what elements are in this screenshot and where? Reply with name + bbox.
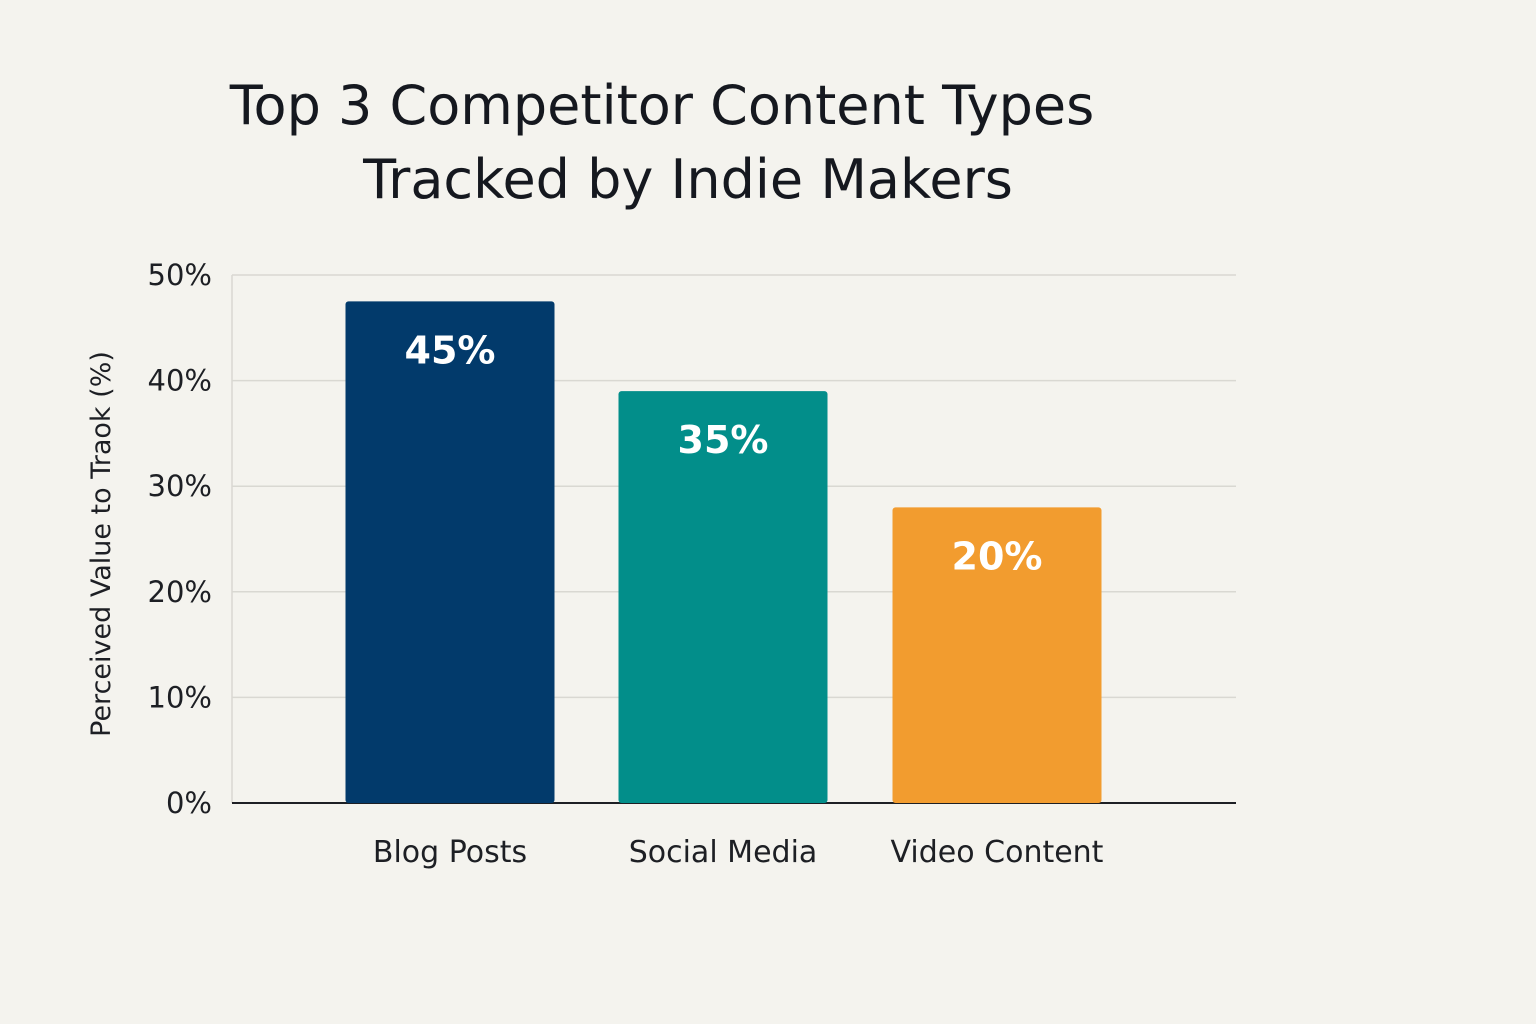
y-tick-label: 0%: [166, 786, 212, 820]
y-tick-labels: 0% 10% 20% 30% 40% 50%: [148, 258, 212, 820]
bars: [345, 301, 1102, 803]
bar-blog-posts: [345, 301, 555, 803]
y-tick-label: 20%: [148, 575, 212, 609]
data-labels: 45% 35% 20%: [405, 328, 1043, 578]
bar-data-label: 45%: [405, 328, 496, 372]
y-axis-title: Perceived Value to Traok (%): [86, 351, 117, 737]
y-tick-label: 10%: [148, 680, 212, 714]
chart-title-line-1: Top 3 Competitor Content Types: [229, 74, 1095, 137]
chart-title-group: Top 3 Competitor Content Types Tracked b…: [229, 74, 1095, 211]
bar-data-label: 35%: [678, 418, 769, 462]
y-tick-label: 50%: [148, 258, 212, 292]
bar-data-label: 20%: [952, 534, 1043, 578]
x-category-label: Blog Posts: [373, 835, 527, 870]
x-category-label: Social Media: [629, 835, 818, 870]
bar-social-media: [618, 391, 828, 803]
y-tick-label: 30%: [148, 469, 212, 503]
x-category-labels: Blog Posts Social Media Video Content: [373, 835, 1104, 870]
x-category-label: Video Content: [891, 835, 1104, 870]
chart-title-line-2: Tracked by Indie Makers: [362, 148, 1013, 211]
bar-video-content: [892, 507, 1102, 803]
y-tick-label: 40%: [148, 364, 212, 398]
